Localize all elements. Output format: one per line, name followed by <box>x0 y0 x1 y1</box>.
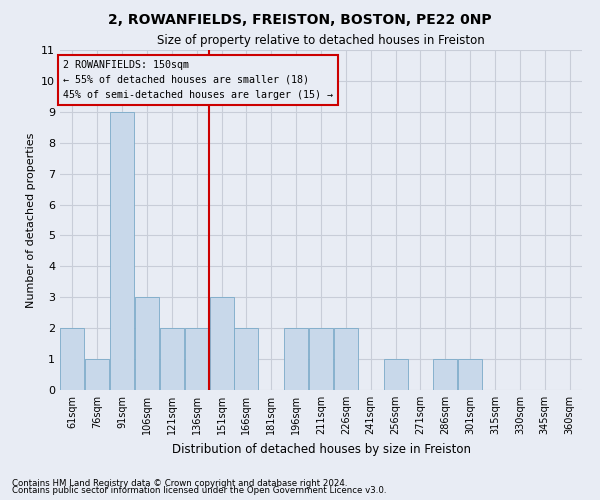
Text: 2 ROWANFIELDS: 150sqm
← 55% of detached houses are smaller (18)
45% of semi-deta: 2 ROWANFIELDS: 150sqm ← 55% of detached … <box>62 60 332 100</box>
Bar <box>209 298 233 390</box>
Text: Contains HM Land Registry data © Crown copyright and database right 2024.: Contains HM Land Registry data © Crown c… <box>12 478 347 488</box>
Bar <box>383 359 407 390</box>
Bar <box>135 298 159 390</box>
Bar <box>284 328 308 390</box>
Title: Size of property relative to detached houses in Freiston: Size of property relative to detached ho… <box>157 34 485 48</box>
Bar <box>235 328 259 390</box>
Bar <box>433 359 457 390</box>
Bar <box>110 112 134 390</box>
Bar <box>85 359 109 390</box>
Text: 2, ROWANFIELDS, FREISTON, BOSTON, PE22 0NP: 2, ROWANFIELDS, FREISTON, BOSTON, PE22 0… <box>108 12 492 26</box>
Bar <box>334 328 358 390</box>
X-axis label: Distribution of detached houses by size in Freiston: Distribution of detached houses by size … <box>172 442 470 456</box>
Text: Contains public sector information licensed under the Open Government Licence v3: Contains public sector information licen… <box>12 486 386 495</box>
Bar <box>458 359 482 390</box>
Bar <box>61 328 85 390</box>
Y-axis label: Number of detached properties: Number of detached properties <box>26 132 35 308</box>
Bar <box>160 328 184 390</box>
Bar <box>185 328 209 390</box>
Bar <box>309 328 333 390</box>
